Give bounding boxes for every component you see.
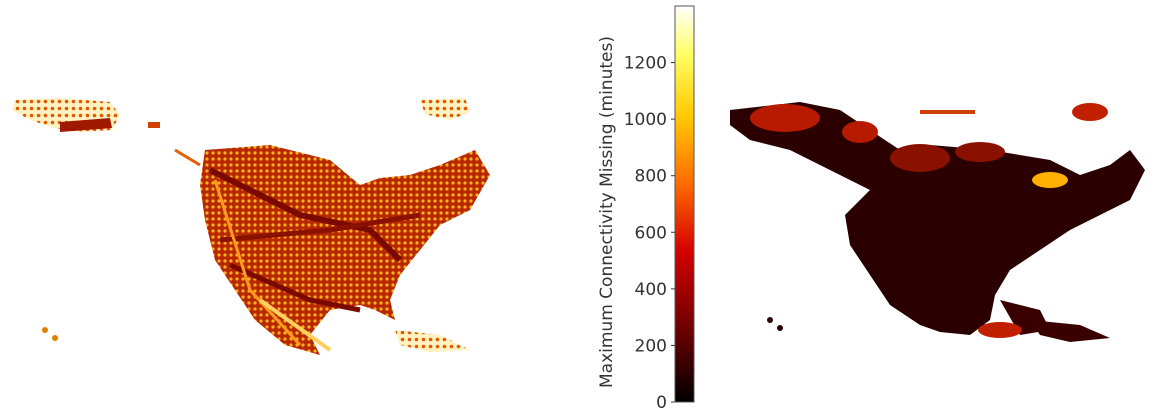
colorbar-gradient: [674, 5, 695, 403]
colorbar-tick-label: 600: [635, 223, 667, 243]
left-caribbean-landmass: [395, 330, 470, 352]
colorbar-tick-label: 200: [635, 336, 667, 356]
left-alaska-landmass: [12, 98, 160, 132]
colorbar-tick-label: 0: [656, 393, 667, 411]
right-north-america-landmass: [730, 102, 1145, 335]
left-hawaii-landmass: [42, 327, 58, 341]
max-connectivity-missing-map: [730, 102, 1145, 342]
flight-track-coverage-map: [12, 98, 490, 355]
colorbar-tick-label: 400: [635, 280, 667, 300]
right-hawaii-landmass: [767, 317, 783, 331]
left-north-america-landmass: [174, 145, 490, 355]
colorbar-ticks: 0 200 400 600 800 1000 1200: [624, 54, 675, 411]
colorbar-tick-label: 1000: [624, 110, 667, 130]
colorbar-title: Maximum Connectivity Missing (minutes): [597, 36, 617, 388]
right-caribbean-landmass: [1030, 320, 1110, 342]
colorbar-tick-label: 800: [635, 167, 667, 187]
colorbar-tick-label: 1200: [624, 54, 667, 74]
left-greenland-landmass: [420, 98, 470, 120]
colorbar: Maximum Connectivity Missing (minutes) 0…: [597, 5, 695, 411]
right-edge-artifact-circles: [750, 103, 1108, 338]
